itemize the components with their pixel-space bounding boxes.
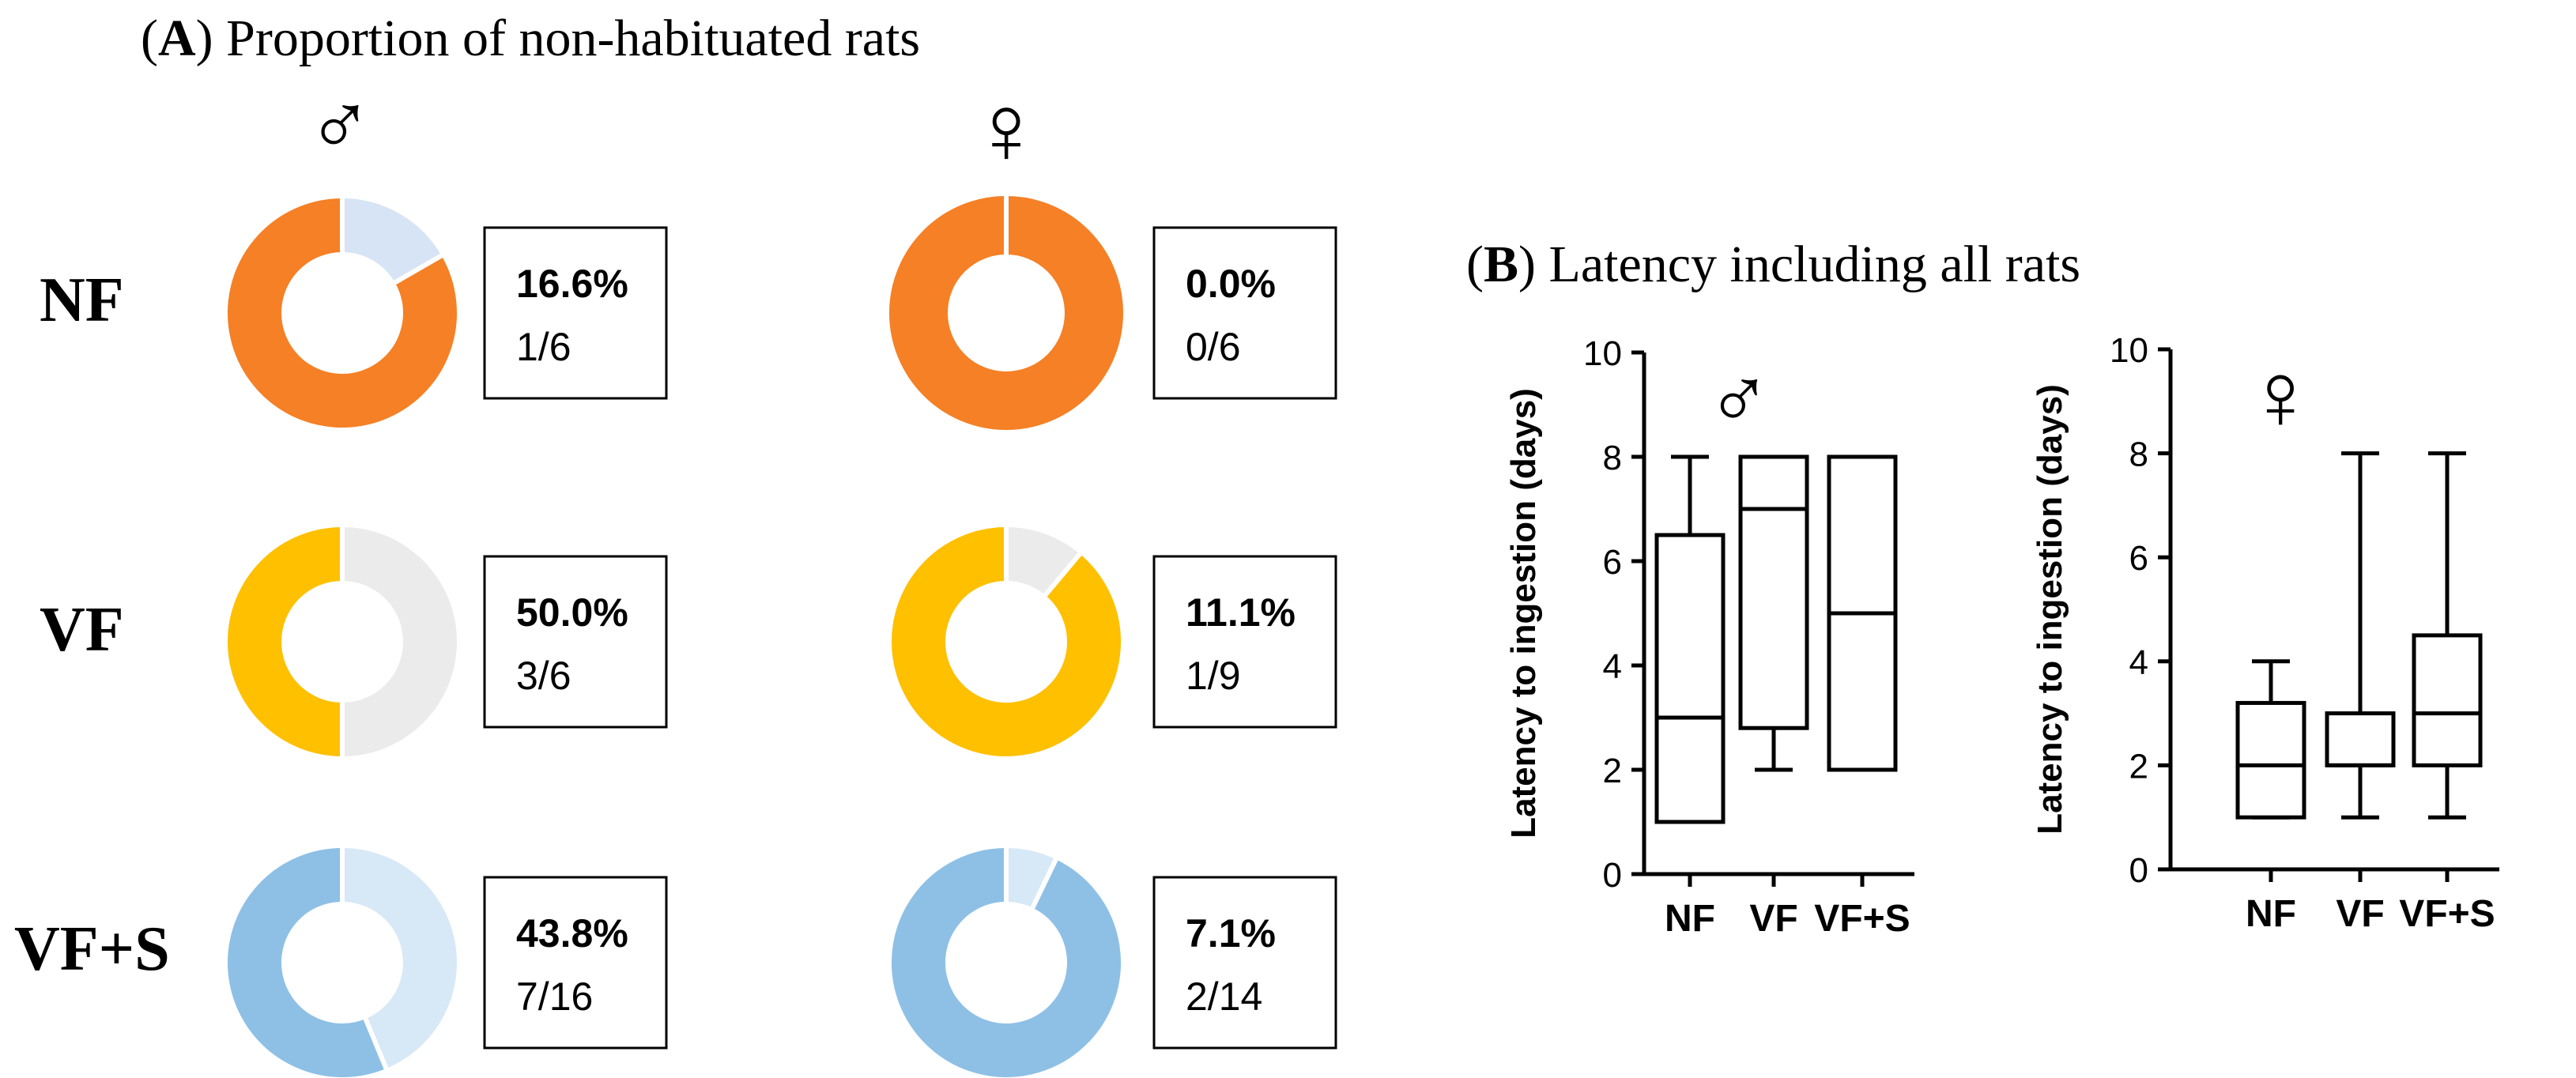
- donut-percent-label: 43.8%: [516, 911, 628, 956]
- y-tick-label: 6: [2129, 539, 2148, 578]
- donut-count-label: 0/6: [1186, 325, 1241, 369]
- donut-slice-non-habituated: [340, 522, 462, 762]
- y-axis-label: Latency to ingestion (days): [1504, 388, 1543, 839]
- donut-percent-label: 0.0%: [1186, 262, 1276, 306]
- boxplot-panel-male: 0 2 4 6 8 10 NF VF VF+S Latency to ingestion (day…: [1504, 334, 1914, 940]
- donut-vf-female: 11.1% 1/9: [887, 522, 1337, 761]
- panel-b-paren-close: ): [1518, 236, 1548, 293]
- donut-count-label: 7/16: [516, 974, 593, 1019]
- x-tick-label: VF+S: [2399, 893, 2495, 935]
- donut-label-box: [1152, 226, 1337, 400]
- donut-label-box: [483, 226, 668, 400]
- donut-vfs-male: 43.8% 7/16: [222, 842, 668, 1078]
- female-symbol-icon: ♀: [2245, 343, 2316, 449]
- panel-b-title-text: Latency including all rats: [1549, 236, 2081, 293]
- female-symbol-icon: ♀: [970, 75, 1043, 184]
- donut-nf-male: 16.6% 1/6: [223, 193, 668, 432]
- row-label-vfs: VF+S: [14, 914, 170, 984]
- box-vf: [2325, 451, 2396, 820]
- donut-count-label: 3/6: [516, 654, 571, 698]
- x-tick-label: VF: [1749, 898, 1797, 940]
- donut-slice-habituated: [222, 522, 345, 762]
- donut-percent-label: 50.0%: [516, 590, 628, 635]
- y-tick-label: 2: [1603, 752, 1622, 790]
- box-nf: [2235, 659, 2306, 820]
- panel-b-title: (B) Latency including all rats: [1466, 236, 2080, 293]
- panel-a-paren-open: (: [141, 9, 158, 67]
- donut-label-box: [1152, 876, 1337, 1050]
- panel-a-title-text: Proportion of non-habituated rats: [226, 9, 920, 67]
- box-iqr: [2325, 711, 2396, 767]
- y-tick-label: 4: [1603, 647, 1622, 686]
- donut-slice-habituated: [223, 193, 462, 432]
- svg-text:(B) Latency including all rat: (B) Latency including all rats: [1466, 236, 2080, 293]
- donut-slice-habituated: [887, 522, 1126, 761]
- x-tick-label: VF+S: [1814, 898, 1910, 940]
- donut-count-label: 2/14: [1186, 974, 1262, 1019]
- donut-percent-label: 11.1%: [1186, 590, 1296, 635]
- svg-text:(A) Proportion of non-habituat: (A) Proportion of non-habituated rats: [141, 9, 920, 67]
- y-tick-label: 10: [2110, 331, 2148, 370]
- donut-slice-non-habituated: [340, 193, 447, 288]
- box-vfs: [2412, 451, 2483, 820]
- row-label-nf: NF: [40, 266, 124, 335]
- male-symbol-icon: ♂: [1707, 350, 1772, 447]
- y-tick-label: 8: [2129, 435, 2148, 474]
- box-plots: 0 2 4 6 8 10 NF VF VF+S Latency to ingestion (day…: [1504, 331, 2499, 940]
- panel-b-paren-open: (: [1466, 236, 1484, 293]
- x-tick-label: VF: [2336, 893, 2384, 935]
- panel-a-letter: A: [158, 9, 196, 67]
- y-tick-label: 0: [1603, 856, 1622, 895]
- donut-slice-habituated: [886, 842, 1126, 1078]
- y-tick-label: 4: [2129, 643, 2148, 682]
- panel-a-paren-close: ): [196, 9, 226, 67]
- donut-count-label: 1/9: [1186, 654, 1241, 698]
- x-tick-label: NF: [1665, 898, 1715, 940]
- box-nf: [1654, 454, 1726, 824]
- donut-label-box: [483, 555, 668, 729]
- panel-b-letter: B: [1484, 236, 1518, 293]
- donut-slice-habituated: [222, 842, 390, 1078]
- donut-vf-male: 50.0% 3/6: [222, 522, 668, 762]
- y-tick-label: 0: [2129, 851, 2148, 890]
- male-symbol-icon: ♂: [307, 75, 373, 174]
- box-vf: [1738, 454, 1809, 772]
- donut-charts: 16.6% 1/6 0.0% 0/6 50.0% 3/6 11.1% 1/9 43.8% 7/16…: [222, 193, 1337, 1078]
- donut-vfs-female: 7.1% 2/14: [886, 842, 1337, 1078]
- y-tick-label: 10: [1583, 334, 1622, 373]
- row-label-vf: VF: [40, 595, 124, 665]
- y-tick-label: 2: [2129, 747, 2148, 786]
- boxplot-panel-female: 0 2 4 6 8 10 NF VF VF+S Latency to ingestion (day…: [2031, 331, 2499, 935]
- box-iqr: [2235, 700, 2306, 820]
- donut-label-box: [483, 876, 668, 1050]
- y-axis-label: Latency to ingestion (days): [2031, 384, 2069, 835]
- y-tick-label: 8: [1603, 439, 1622, 477]
- donut-count-label: 1/6: [516, 325, 571, 369]
- panel-a-title: (A) Proportion of non-habituated rats: [141, 9, 920, 67]
- donut-percent-label: 7.1%: [1186, 911, 1276, 956]
- y-tick-label: 6: [1603, 543, 1622, 582]
- donut-nf-female: 0.0% 0/6: [889, 196, 1337, 430]
- box-iqr: [1738, 454, 1809, 730]
- x-tick-label: NF: [2246, 893, 2296, 935]
- donut-slice-non-habituated: [340, 842, 462, 1074]
- donut-percent-label: 16.6%: [516, 262, 628, 306]
- box-iqr: [2412, 633, 2483, 767]
- donut-label-box: [1152, 555, 1337, 729]
- box-vfs: [1827, 454, 1898, 772]
- box-iqr: [1654, 533, 1726, 824]
